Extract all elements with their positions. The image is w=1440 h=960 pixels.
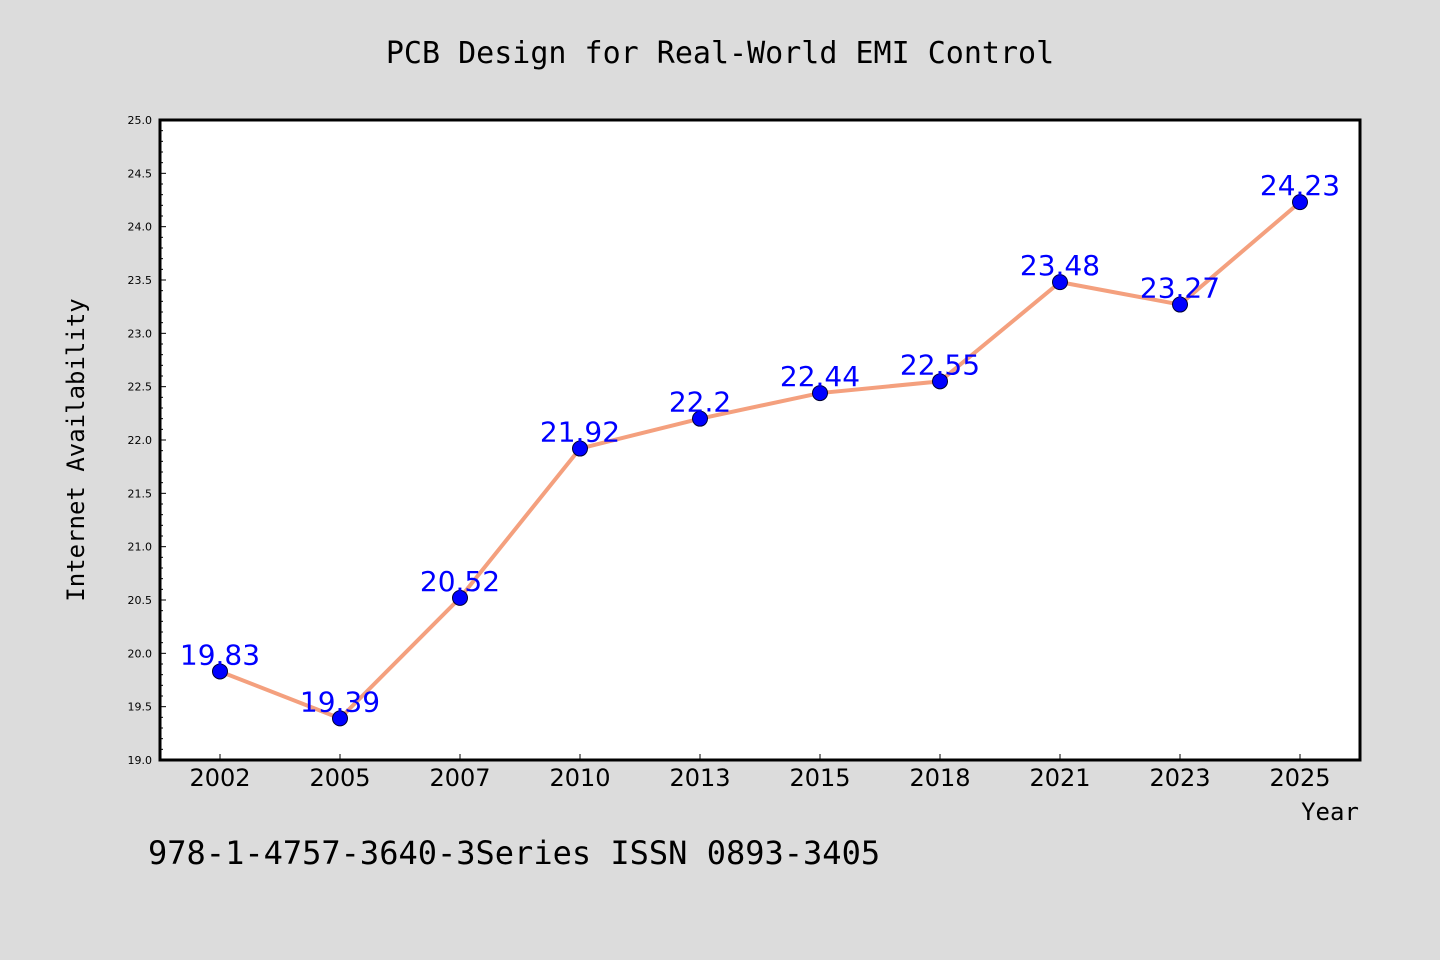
data-point: [932, 373, 948, 390]
y-tick-label: 24.0: [128, 221, 153, 234]
x-tick-label: 2025: [1269, 764, 1330, 792]
data-point: [812, 385, 828, 402]
data-label: 24.23: [1260, 169, 1340, 202]
data-label: 23.48: [1020, 249, 1100, 282]
y-tick-label: 24.5: [128, 167, 153, 180]
y-tick-label: 22.5: [128, 381, 153, 394]
y-tick-label: 20.0: [128, 647, 153, 660]
y-tick-label: 23.5: [128, 274, 153, 287]
y-tick-label: 19.0: [128, 754, 153, 767]
y-axis: 19.0 19.5 20.0 20.5 21.0 21.5 22.0 22.5 23.0 23.5…: [128, 114, 166, 767]
data-label: 19.83: [180, 638, 260, 671]
y-tick-label: 22.0: [128, 434, 153, 447]
x-tick-label: 2018: [909, 764, 970, 792]
data-label: 20.52: [420, 565, 500, 598]
y-tick-label: 25.0: [128, 114, 153, 127]
y-axis-label: Internet Availability: [62, 298, 90, 601]
x-tick-label: 2015: [789, 764, 850, 792]
footer-text: 978-1-4757-3640-3Series ISSN 0893-3405: [148, 834, 880, 872]
data-label: 23.27: [1140, 272, 1220, 305]
data-label: 19.39: [300, 685, 380, 718]
x-tick-label: 2023: [1149, 764, 1210, 792]
x-tick-label: 2007: [429, 764, 490, 792]
data-point: [1052, 274, 1068, 291]
y-tick-label: 19.5: [128, 701, 153, 714]
x-axis-label: Year: [1301, 798, 1359, 826]
x-tick-label: 2021: [1029, 764, 1090, 792]
x-tick-label: 2013: [669, 764, 730, 792]
chart-title: PCB Design for Real-World EMI Control: [386, 36, 1054, 71]
x-axis: 2002 2005 2007 2010 2013 2015 2018 2021 2023 2025: [189, 754, 1331, 792]
data-point: [1292, 194, 1308, 211]
data-point: [1172, 296, 1188, 313]
series-markers: [212, 194, 1308, 727]
data-point: [212, 663, 228, 680]
data-point: [692, 410, 708, 427]
y-tick-label: 21.5: [128, 487, 153, 500]
data-label: 22.44: [780, 360, 860, 393]
x-tick-label: 2005: [309, 764, 370, 792]
plot-frame: [158, 118, 1362, 762]
data-label: 22.2: [669, 386, 731, 419]
x-tick-label: 2010: [549, 764, 610, 792]
data-point: [572, 440, 588, 457]
y-tick-label: 21.0: [128, 541, 153, 554]
y-tick-label: 20.5: [128, 594, 153, 607]
plot-area: [160, 120, 1360, 760]
series-line: [219, 200, 1302, 721]
data-point: [332, 710, 348, 727]
data-label: 21.92: [540, 416, 620, 449]
x-tick-label: 2002: [189, 764, 250, 792]
data-labels: 19.83 19.39 20.52 21.92 22.2 22.44 22.55 23.48 2…: [180, 169, 1340, 718]
data-point: [452, 589, 468, 606]
y-tick-label: 23.0: [128, 327, 153, 340]
data-label: 22.55: [900, 348, 980, 381]
